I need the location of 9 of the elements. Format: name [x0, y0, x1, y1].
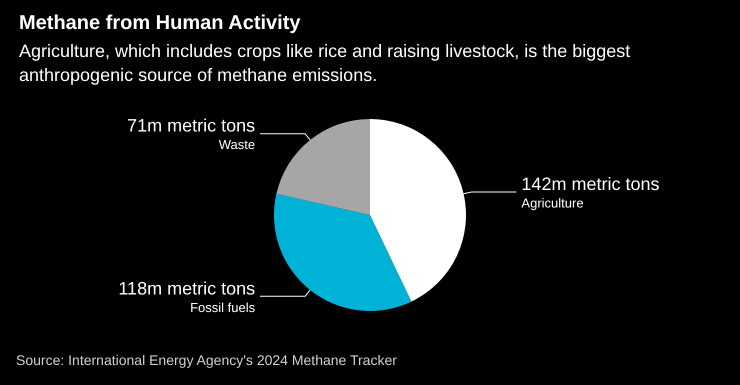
- data-label: 142m metric tons: [521, 174, 660, 194]
- slice-label: Fossil fuels: [190, 300, 256, 315]
- source-note: Source: International Energy Agency's 2024 Methane Tracker: [16, 352, 398, 368]
- chart-title: Methane from Human Activity: [19, 12, 302, 34]
- slice-label: Waste: [218, 137, 256, 152]
- chart-subtitle: Agriculture, which includes crops like rice and raising livestock, is the biggest anthropogenic source of methane emissions.: [19, 41, 630, 85]
- slice-label: Agriculture: [521, 195, 584, 210]
- data-label: 71m metric tons: [127, 116, 256, 136]
- data-label: 118m metric tons: [118, 278, 256, 298]
